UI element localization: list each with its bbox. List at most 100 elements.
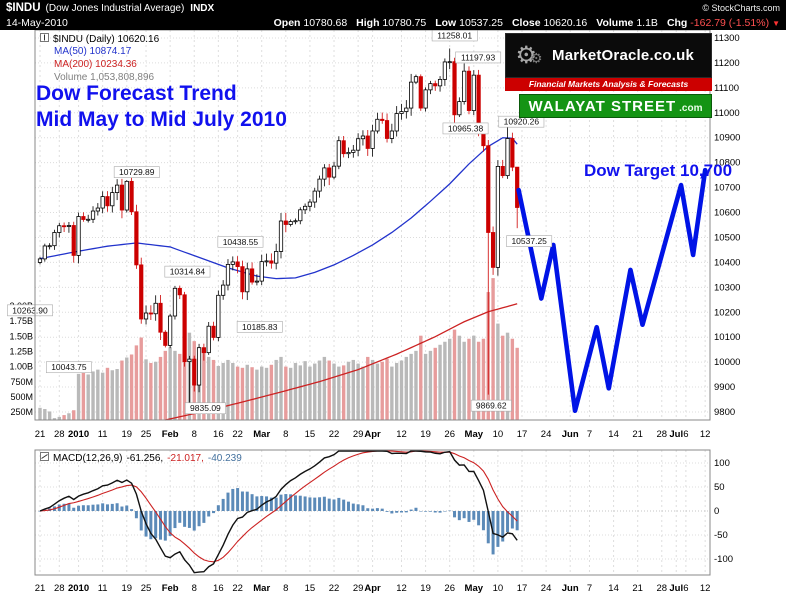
candle-body <box>437 78 443 87</box>
volume-bar <box>67 413 71 420</box>
candle-body <box>168 315 173 346</box>
volume-bar <box>139 337 143 420</box>
volume-bar <box>120 360 124 420</box>
candle-body <box>235 261 240 268</box>
macd-histogram-bar <box>313 497 317 511</box>
candle-body <box>86 218 91 221</box>
x-axis-label: Mar <box>253 429 270 440</box>
exchange: INDX <box>190 3 215 14</box>
macd-histogram-bar <box>404 511 408 513</box>
candle-body <box>187 358 192 363</box>
candle-body <box>153 302 158 315</box>
volume-bar <box>380 361 384 420</box>
macd-axis-label: 50 <box>714 482 725 493</box>
macd-signal-line <box>39 450 518 563</box>
x-axis-label: 15 <box>305 429 316 440</box>
macd-histogram-bar <box>120 506 124 511</box>
volume-bar <box>332 363 336 420</box>
volume-bar <box>105 367 110 420</box>
volume-bar <box>86 374 90 420</box>
volume-bar <box>173 350 177 420</box>
macd-histogram-bar <box>72 507 76 511</box>
candle-body <box>322 167 327 180</box>
price-callout-box <box>236 320 283 333</box>
x-axis-label: 14 <box>608 583 619 594</box>
macd-histogram-bar <box>337 497 341 511</box>
volume-bar <box>182 335 187 420</box>
volume-bar <box>472 335 476 420</box>
volume-bar <box>448 338 452 420</box>
candle-body <box>110 192 115 207</box>
volume-bar <box>231 362 235 420</box>
legend-ma200: MA(200) 10234.36 <box>54 59 137 70</box>
volume-bar <box>269 364 274 420</box>
x-axis-label: 11 <box>98 429 108 440</box>
macd-histogram-bar <box>443 511 447 512</box>
x-axis-label: 10 <box>493 583 504 594</box>
candle-body <box>225 263 231 286</box>
volume-bar <box>115 369 119 420</box>
volume-axis-label: 750M <box>10 377 33 387</box>
volume-bar <box>351 359 355 420</box>
macd-histogram-bar <box>351 503 355 511</box>
macd-axis-label: 0 <box>714 506 719 517</box>
chart-type-icon <box>40 33 49 45</box>
macd-histogram-bar <box>110 503 114 511</box>
macd-histogram-bar <box>467 511 471 522</box>
volume-bar <box>457 335 462 420</box>
price-axis-label: 10500 <box>714 232 740 243</box>
volume-bar <box>438 344 442 420</box>
macd-histogram-bar <box>279 494 283 511</box>
macd-signal-value: -21.017, <box>167 452 204 464</box>
candle-body <box>365 135 370 149</box>
candle-body <box>119 184 125 211</box>
candle-body <box>413 76 419 83</box>
candle-body <box>269 260 274 264</box>
volume-bar <box>452 329 457 420</box>
x-axis-label: 28 <box>656 583 667 594</box>
macd-histogram-bar <box>486 511 490 544</box>
volume-bar <box>356 363 360 420</box>
price-callout: 11258.01 <box>437 30 472 40</box>
candle-body <box>115 184 120 193</box>
banner-suffix: .com <box>679 103 703 114</box>
legend-series: $INDU (Daily) 10620.16 <box>40 33 159 45</box>
candle-body <box>351 149 356 153</box>
x-axis-label: 21 <box>35 429 46 440</box>
macd-histogram-bar <box>510 511 514 529</box>
candle-body <box>486 145 491 233</box>
macd-histogram-bar <box>428 511 432 512</box>
candle-body <box>293 220 298 223</box>
volume-bar <box>100 372 105 420</box>
macd-histogram-bar <box>245 491 249 511</box>
volume-bar <box>211 359 216 420</box>
quote-fields: Open 10780.68 High 10780.75 Low 10537.25… <box>274 17 769 29</box>
macd-axis-label: -50 <box>714 530 728 541</box>
x-axis-label: Jun <box>562 429 579 440</box>
volume-bar <box>255 369 259 420</box>
volume-bar <box>515 347 519 420</box>
x-axis-label: 25 <box>141 583 152 594</box>
candle-body <box>466 70 472 111</box>
candle-body <box>95 207 100 212</box>
symbol-description: (Dow Jones Industrial Average) <box>45 3 185 14</box>
candle-body <box>399 111 404 114</box>
candle-body <box>192 358 197 386</box>
macd-histogram-bar <box>159 511 162 540</box>
x-axis-label: Jul <box>669 429 683 440</box>
volume-axis-label: 1.75B <box>9 316 33 326</box>
macd-histogram-bar <box>346 501 350 511</box>
candle-body <box>341 140 346 155</box>
volume-bar <box>226 359 230 420</box>
logo-top: ⚙⚙ MarketOracle.co.uk <box>505 33 712 78</box>
candle-body <box>143 312 149 320</box>
candle-body <box>442 61 447 80</box>
x-axis-label: 25 <box>141 429 152 440</box>
candle-body <box>404 107 409 112</box>
price-callout-box <box>184 402 226 415</box>
macd-histogram-bar <box>173 511 177 529</box>
candle-body <box>288 221 293 225</box>
volume-bar <box>158 356 163 420</box>
macd-histogram-bar <box>414 507 418 511</box>
